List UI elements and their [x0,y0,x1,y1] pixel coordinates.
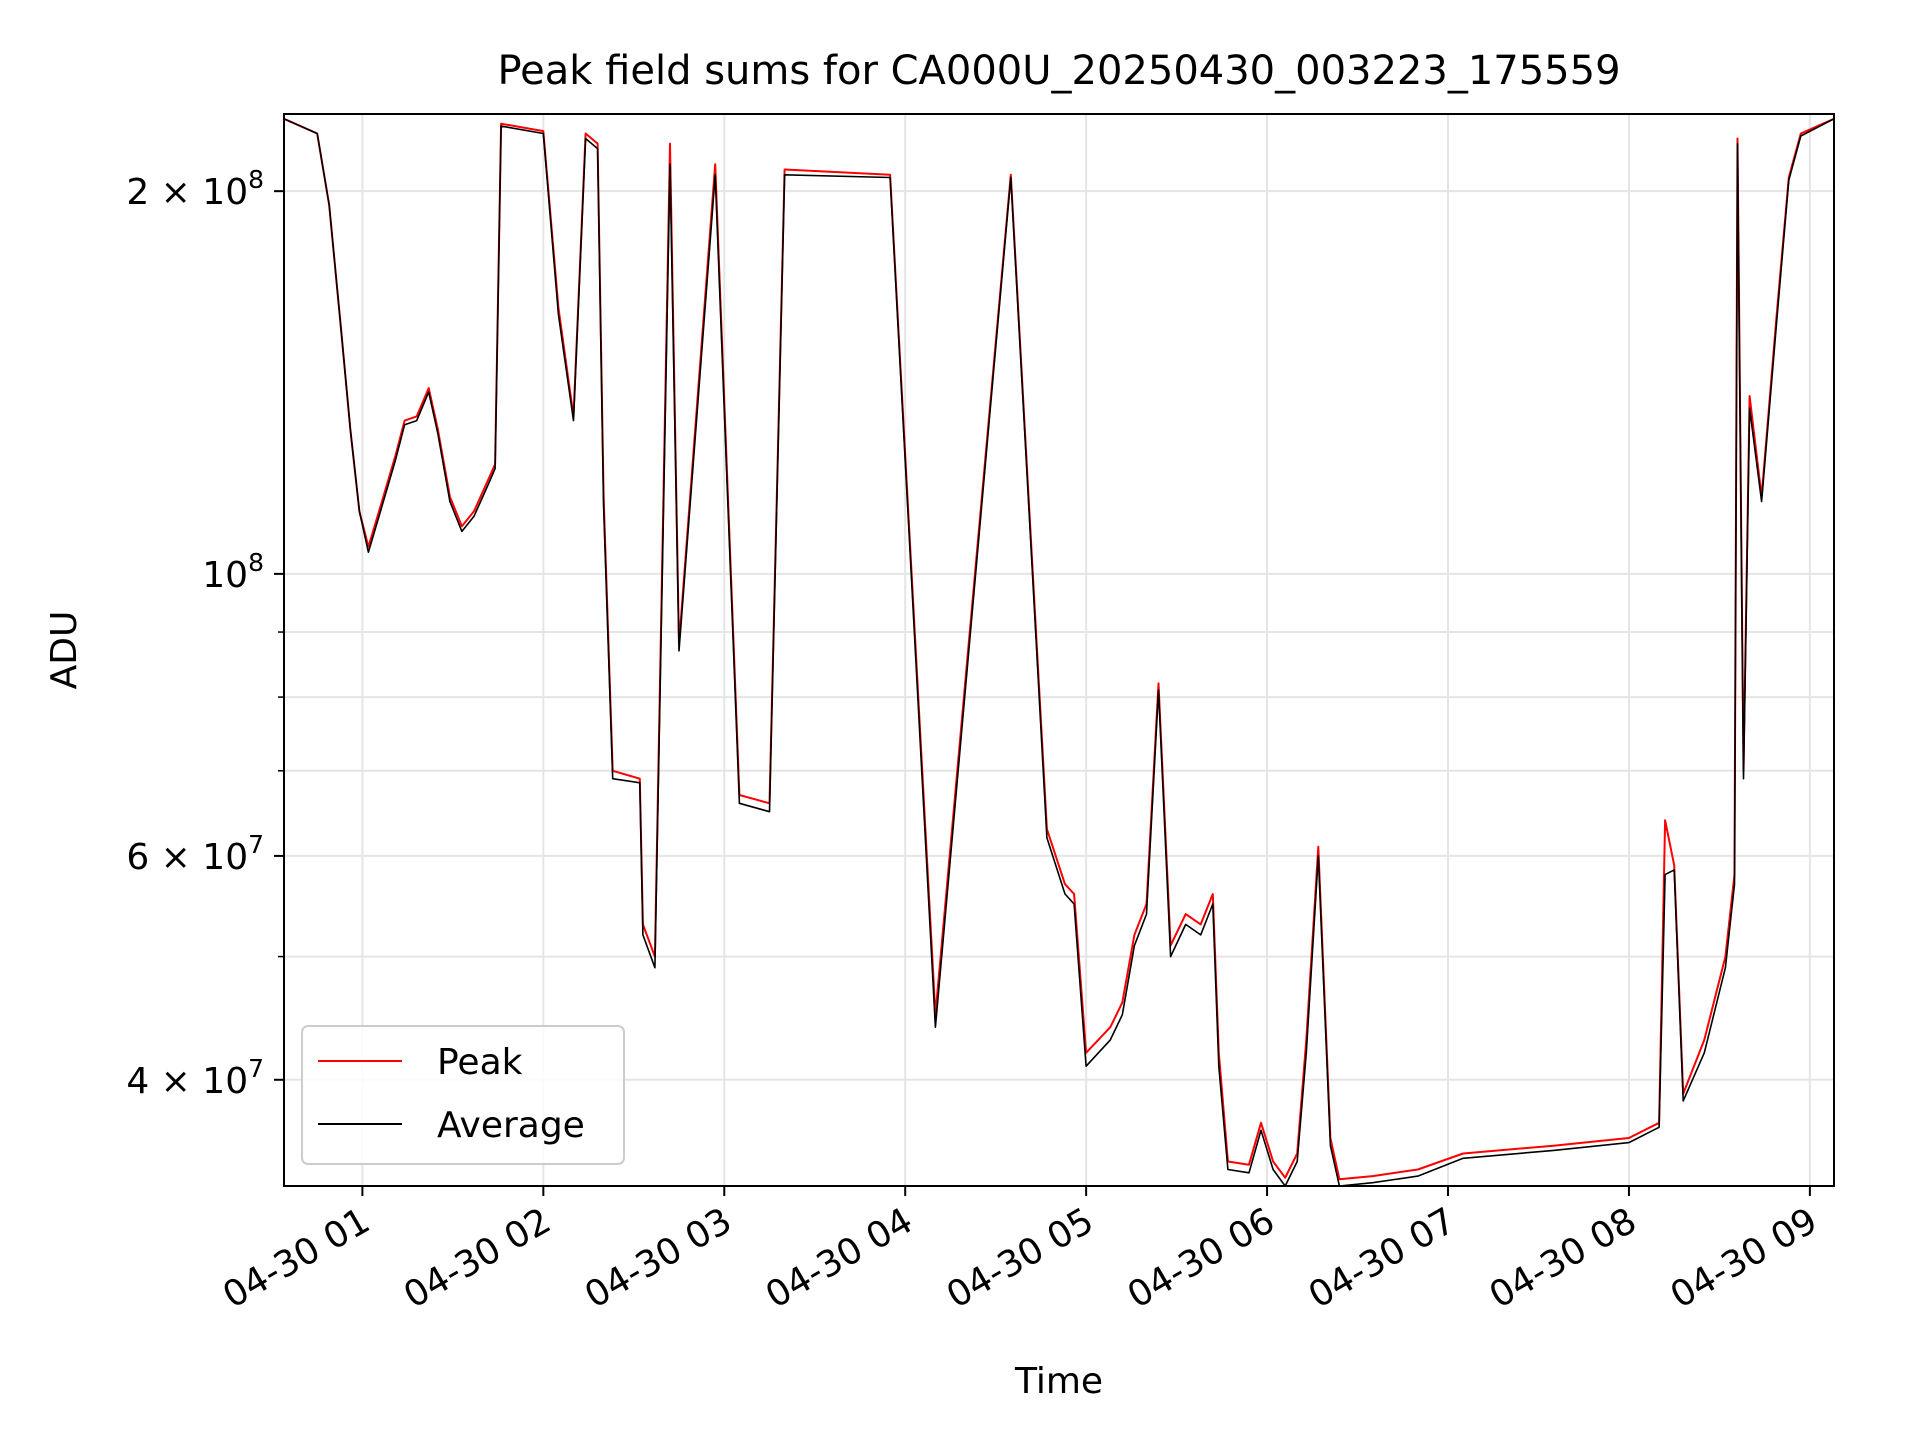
y-tick-label-3: 2 × 108 [126,165,264,213]
grid-lines [284,114,1834,1186]
legend: Peak Average [301,1025,625,1165]
series-layer [283,117,1835,1187]
x-axis-label: Time [1014,1361,1103,1402]
y-axis-label: ADU [44,611,85,690]
legend-label-peak: Peak [437,1042,523,1083]
y-tick-label-1: 6 × 107 [126,830,264,878]
series-line-average [283,118,1835,1187]
legend-label-average: Average [437,1105,585,1146]
plot-area-frame [283,113,1835,1187]
y-tick-label-0: 4 × 107 [126,1054,264,1102]
chart-title: Peak field sums for CA000U_20250430_0032… [497,48,1620,94]
